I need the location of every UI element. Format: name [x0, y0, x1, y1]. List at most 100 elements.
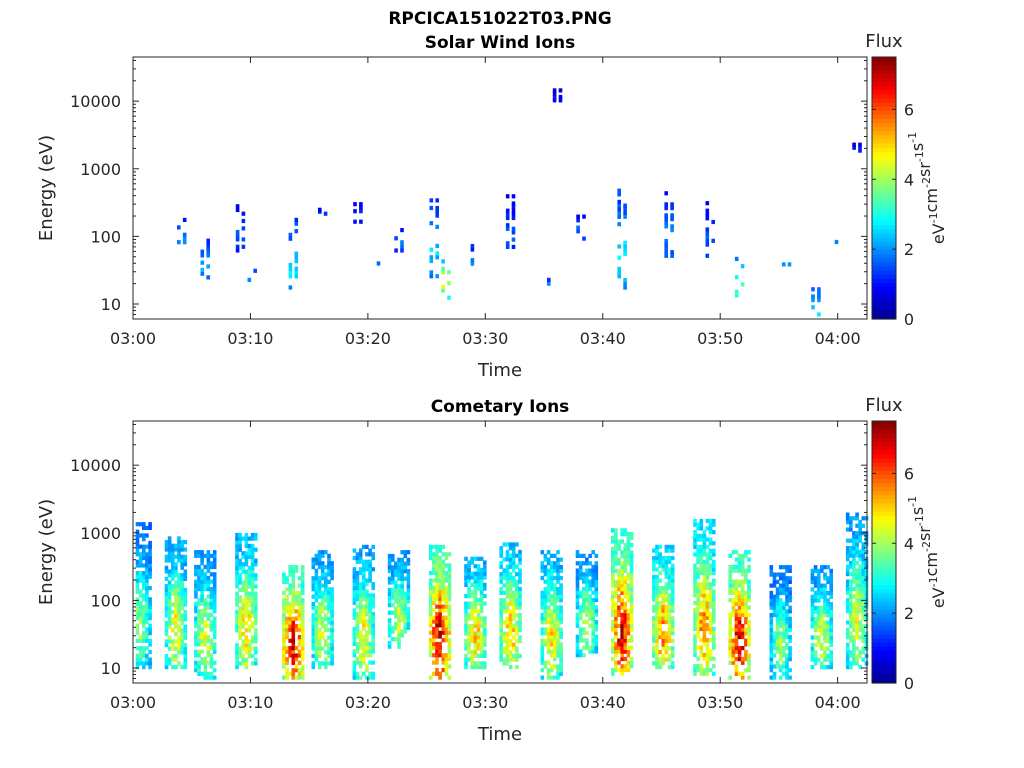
heatmap-cell: [546, 557, 551, 562]
heatmap-cell: [438, 634, 442, 639]
heatmap-cell: [705, 253, 710, 258]
heatmap-cell: [177, 635, 181, 640]
heatmap-cell: [209, 601, 214, 606]
heatmap-cell: [359, 202, 363, 207]
heatmap-cell: [138, 578, 143, 583]
heatmap-cell: [167, 551, 172, 556]
heatmap-cell: [585, 612, 589, 617]
heatmap-cell: [670, 608, 675, 613]
heatmap-cell: [171, 543, 175, 548]
colorbar-band: [872, 490, 896, 496]
colorbar-band: [872, 666, 896, 672]
heatmap-cell: [775, 612, 780, 618]
heatmap-cell: [549, 623, 554, 629]
heatmap-cell: [549, 616, 554, 621]
heatmap-cell: [285, 646, 289, 651]
heatmap-cell: [177, 602, 181, 607]
heatmap-cell: [473, 597, 478, 602]
heatmap-cell: [138, 604, 143, 609]
heatmap-cell: [788, 565, 792, 570]
heatmap-cell: [362, 653, 366, 658]
heatmap-cell: [699, 582, 704, 587]
heatmap-cell: [362, 649, 366, 654]
heatmap-cell: [515, 605, 519, 610]
heatmap-cell: [811, 298, 815, 303]
heatmap-cell: [614, 631, 618, 636]
heatmap-cell: [368, 597, 372, 602]
heatmap-cell: [540, 642, 545, 647]
heatmap-cell: [235, 536, 239, 541]
heatmap-cell: [511, 215, 516, 221]
colorbar-band: [872, 568, 896, 574]
heatmap-cell: [693, 574, 697, 579]
colorbar-tick-label: 2: [904, 240, 914, 259]
heatmap-cell: [849, 661, 853, 666]
heatmap-cell: [174, 631, 178, 637]
heatmap-cell: [254, 646, 258, 651]
heatmap-cell: [479, 642, 484, 647]
heatmap-cell: [250, 558, 255, 563]
x-tick-label: 03:30: [462, 329, 508, 348]
heatmap-cell: [540, 620, 545, 625]
heatmap-cell: [852, 624, 856, 629]
heatmap-cell: [553, 598, 557, 603]
heatmap-cell: [476, 564, 481, 569]
heatmap-cell: [816, 605, 821, 610]
heatmap-cell: [559, 657, 563, 662]
heatmap-cell: [829, 642, 833, 647]
heatmap-cell: [438, 559, 442, 564]
heatmap-cell: [734, 616, 739, 621]
heatmap-cell: [810, 602, 815, 607]
heatmap-cell: [728, 620, 732, 625]
heatmap-cell: [235, 580, 239, 585]
heatmap-cell: [823, 657, 827, 662]
heatmap-cell: [362, 645, 366, 650]
colorbar-band: [872, 85, 896, 91]
heatmap-cell: [553, 601, 557, 606]
heatmap-cell: [505, 579, 510, 584]
heatmap-cell: [317, 579, 322, 584]
heatmap-cell: [206, 557, 211, 562]
heatmap-cell: [614, 583, 618, 588]
heatmap-cell: [696, 612, 700, 617]
heatmap-cell: [585, 638, 589, 643]
heatmap-cell: [135, 616, 140, 621]
heatmap-cell: [324, 657, 328, 662]
heatmap-cell: [629, 620, 634, 625]
heatmap-cell: [330, 627, 334, 633]
heatmap-cell: [142, 650, 146, 655]
heatmap-cell: [855, 635, 859, 640]
heatmap-cell: [244, 580, 249, 585]
heatmap-cell: [238, 598, 242, 604]
heatmap-cell: [171, 602, 175, 607]
heatmap-cell: [664, 586, 669, 591]
heatmap-cell: [355, 615, 360, 620]
heatmap-cell: [661, 586, 666, 591]
heatmap-cell: [164, 591, 169, 596]
heatmap-cell: [241, 562, 245, 567]
colorbar-band: [872, 584, 896, 590]
heatmap-cell: [297, 624, 302, 629]
heatmap-cell: [473, 601, 478, 606]
heatmap-cell: [254, 602, 258, 607]
colorbar-band: [872, 237, 896, 242]
heatmap-cell: [254, 639, 258, 644]
heatmap-cell: [626, 590, 631, 595]
heatmap-cell: [142, 552, 146, 557]
heatmap-cell: [591, 627, 595, 632]
colorbar-band: [872, 314, 896, 320]
heatmap-cell: [699, 589, 704, 594]
heatmap-cell: [708, 630, 713, 635]
heatmap-cell: [772, 642, 777, 647]
heatmap-cell: [769, 638, 774, 643]
heatmap-cell: [324, 594, 328, 599]
heatmap-cell: [511, 212, 516, 217]
heatmap-cell: [661, 601, 666, 606]
heatmap-cell: [203, 634, 208, 640]
heatmap-cell: [559, 649, 563, 654]
heatmap-cell: [849, 624, 853, 629]
heatmap-cell: [171, 665, 175, 670]
heatmap-cell: [788, 653, 792, 658]
heatmap-cell: [330, 613, 334, 618]
heatmap-cell: [772, 664, 777, 669]
